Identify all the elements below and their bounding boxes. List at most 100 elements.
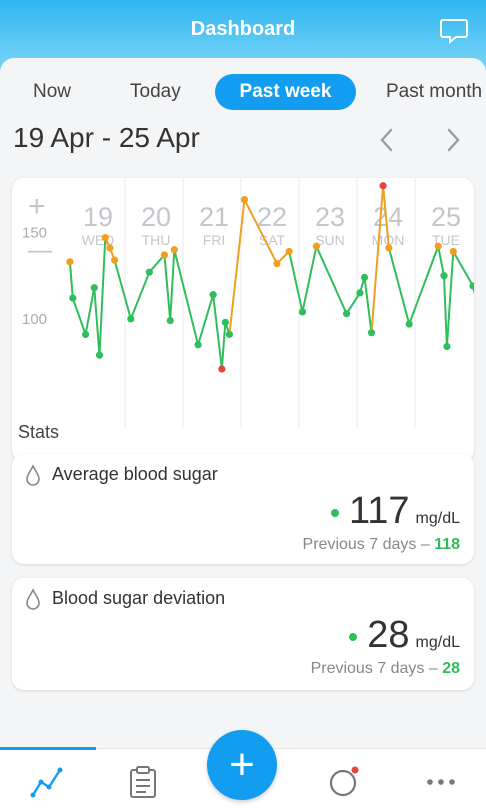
data-point bbox=[469, 282, 474, 290]
add-entry-button[interactable]: + bbox=[207, 730, 277, 800]
data-point bbox=[342, 310, 351, 318]
tab-past-week[interactable]: Past week bbox=[215, 74, 356, 110]
data-point bbox=[81, 330, 90, 339]
glucose-chart: 19WED20THU21FRI22SAT23SUN24MON25TUE 1001… bbox=[22, 178, 474, 428]
stats-heading: Stats bbox=[18, 422, 60, 442]
series-segment bbox=[98, 237, 107, 356]
data-point bbox=[69, 294, 77, 302]
data-point bbox=[145, 268, 153, 276]
data-point bbox=[160, 251, 169, 259]
series-segment bbox=[148, 254, 166, 273]
data-point bbox=[170, 246, 178, 254]
series-segment bbox=[345, 292, 361, 315]
series-segment bbox=[437, 246, 445, 276]
day-number: 21 bbox=[199, 202, 229, 232]
active-tab-indicator bbox=[0, 747, 96, 750]
series-segment bbox=[315, 245, 348, 315]
series-segment bbox=[93, 287, 101, 356]
data-point bbox=[312, 242, 320, 250]
series-segment bbox=[84, 287, 96, 335]
status-dot bbox=[330, 508, 339, 517]
stat-label: Blood sugar deviation bbox=[52, 588, 226, 608]
data-point bbox=[225, 330, 233, 339]
series-segment bbox=[387, 247, 411, 325]
day-number: 19 bbox=[83, 202, 113, 232]
more-icon[interactable] bbox=[424, 765, 458, 799]
tab-now[interactable]: Now bbox=[33, 81, 72, 102]
series-segment bbox=[445, 251, 455, 347]
stat-value-row: 28 mg/dL bbox=[349, 614, 460, 657]
series-segment bbox=[197, 294, 215, 346]
data-point bbox=[110, 256, 119, 264]
previous-label: Previous 7 days – bbox=[302, 536, 430, 553]
series-segment bbox=[370, 185, 385, 333]
tab-past-month[interactable]: Past month bbox=[386, 81, 483, 102]
previous-value: 28 bbox=[442, 660, 460, 677]
day-number: 23 bbox=[315, 202, 345, 232]
page-title: Dashboard bbox=[190, 18, 296, 40]
stat-card-deviation[interactable]: Blood sugar deviation 28 mg/dL Previous 7… bbox=[12, 578, 474, 690]
stat-previous: Previous 7 days – 28 bbox=[311, 660, 460, 678]
challenges-icon[interactable] bbox=[326, 765, 360, 799]
data-point bbox=[240, 195, 249, 204]
glucose-chart-card: 19WED20THU21FRI22SAT23SUN24MON25TUE 1001… bbox=[12, 178, 474, 462]
series-segment bbox=[220, 322, 227, 370]
data-point bbox=[449, 247, 457, 256]
drop-icon bbox=[26, 588, 40, 610]
series-segment bbox=[71, 297, 87, 335]
data-point bbox=[356, 289, 364, 297]
series-segment bbox=[129, 271, 151, 320]
zoom-in-button[interactable]: + bbox=[28, 190, 46, 223]
data-point bbox=[434, 242, 442, 250]
zoom-out-button[interactable]: — bbox=[28, 237, 52, 264]
data-point bbox=[95, 351, 104, 359]
logbook-icon[interactable] bbox=[126, 765, 160, 799]
stat-value: 117 bbox=[348, 490, 410, 532]
data-point bbox=[166, 316, 174, 325]
y-tick-label: 100 bbox=[22, 311, 47, 328]
series-segment bbox=[288, 251, 304, 313]
stat-previous: Previous 7 days – 118 bbox=[303, 536, 460, 554]
series-segment bbox=[68, 261, 74, 299]
series-segment bbox=[173, 249, 200, 346]
stat-card-average[interactable]: Average blood sugar 117 mg/dL Previous 7 … bbox=[12, 454, 474, 564]
app-header: Dashboard bbox=[0, 0, 486, 62]
series-segment bbox=[243, 199, 278, 264]
data-point bbox=[440, 272, 448, 280]
data-point bbox=[273, 259, 281, 268]
day-name: SUN bbox=[315, 232, 345, 248]
chat-bubble-icon[interactable] bbox=[440, 18, 468, 44]
stat-value-row: 117 mg/dL bbox=[330, 490, 460, 533]
drop-icon bbox=[26, 464, 40, 486]
series-segment bbox=[301, 246, 318, 313]
data-point bbox=[385, 244, 393, 252]
stat-unit: mg/dL bbox=[415, 634, 460, 651]
series-segment bbox=[408, 245, 440, 325]
data-point bbox=[443, 342, 451, 351]
series-segment bbox=[169, 249, 176, 321]
day-number: 25 bbox=[431, 202, 461, 232]
stat-unit: mg/dL bbox=[415, 510, 460, 527]
data-point bbox=[218, 365, 226, 373]
series-segment bbox=[163, 254, 172, 321]
day-name: FRI bbox=[203, 232, 226, 248]
day-number: 20 bbox=[141, 202, 171, 232]
series-segment bbox=[113, 259, 132, 320]
data-point bbox=[194, 341, 202, 349]
period-tabs: Now Today Past week Past month bbox=[0, 74, 486, 110]
tab-today[interactable]: Today bbox=[130, 81, 181, 102]
data-point bbox=[106, 244, 114, 252]
chevron-left-icon[interactable] bbox=[376, 126, 398, 154]
chevron-right-icon[interactable] bbox=[442, 126, 464, 154]
data-point bbox=[360, 273, 369, 281]
graph-icon[interactable] bbox=[30, 765, 64, 799]
status-dot bbox=[349, 632, 358, 641]
main-sheet: Now Today Past week Past month 19 Apr - … bbox=[0, 58, 486, 748]
series-segment bbox=[382, 185, 390, 249]
data-point bbox=[221, 318, 229, 326]
previous-value: 118 bbox=[434, 536, 460, 553]
data-point bbox=[285, 247, 293, 256]
data-point bbox=[367, 329, 376, 337]
stat-value: 28 bbox=[367, 614, 410, 656]
date-range: 19 Apr - 25 Apr bbox=[13, 122, 200, 153]
